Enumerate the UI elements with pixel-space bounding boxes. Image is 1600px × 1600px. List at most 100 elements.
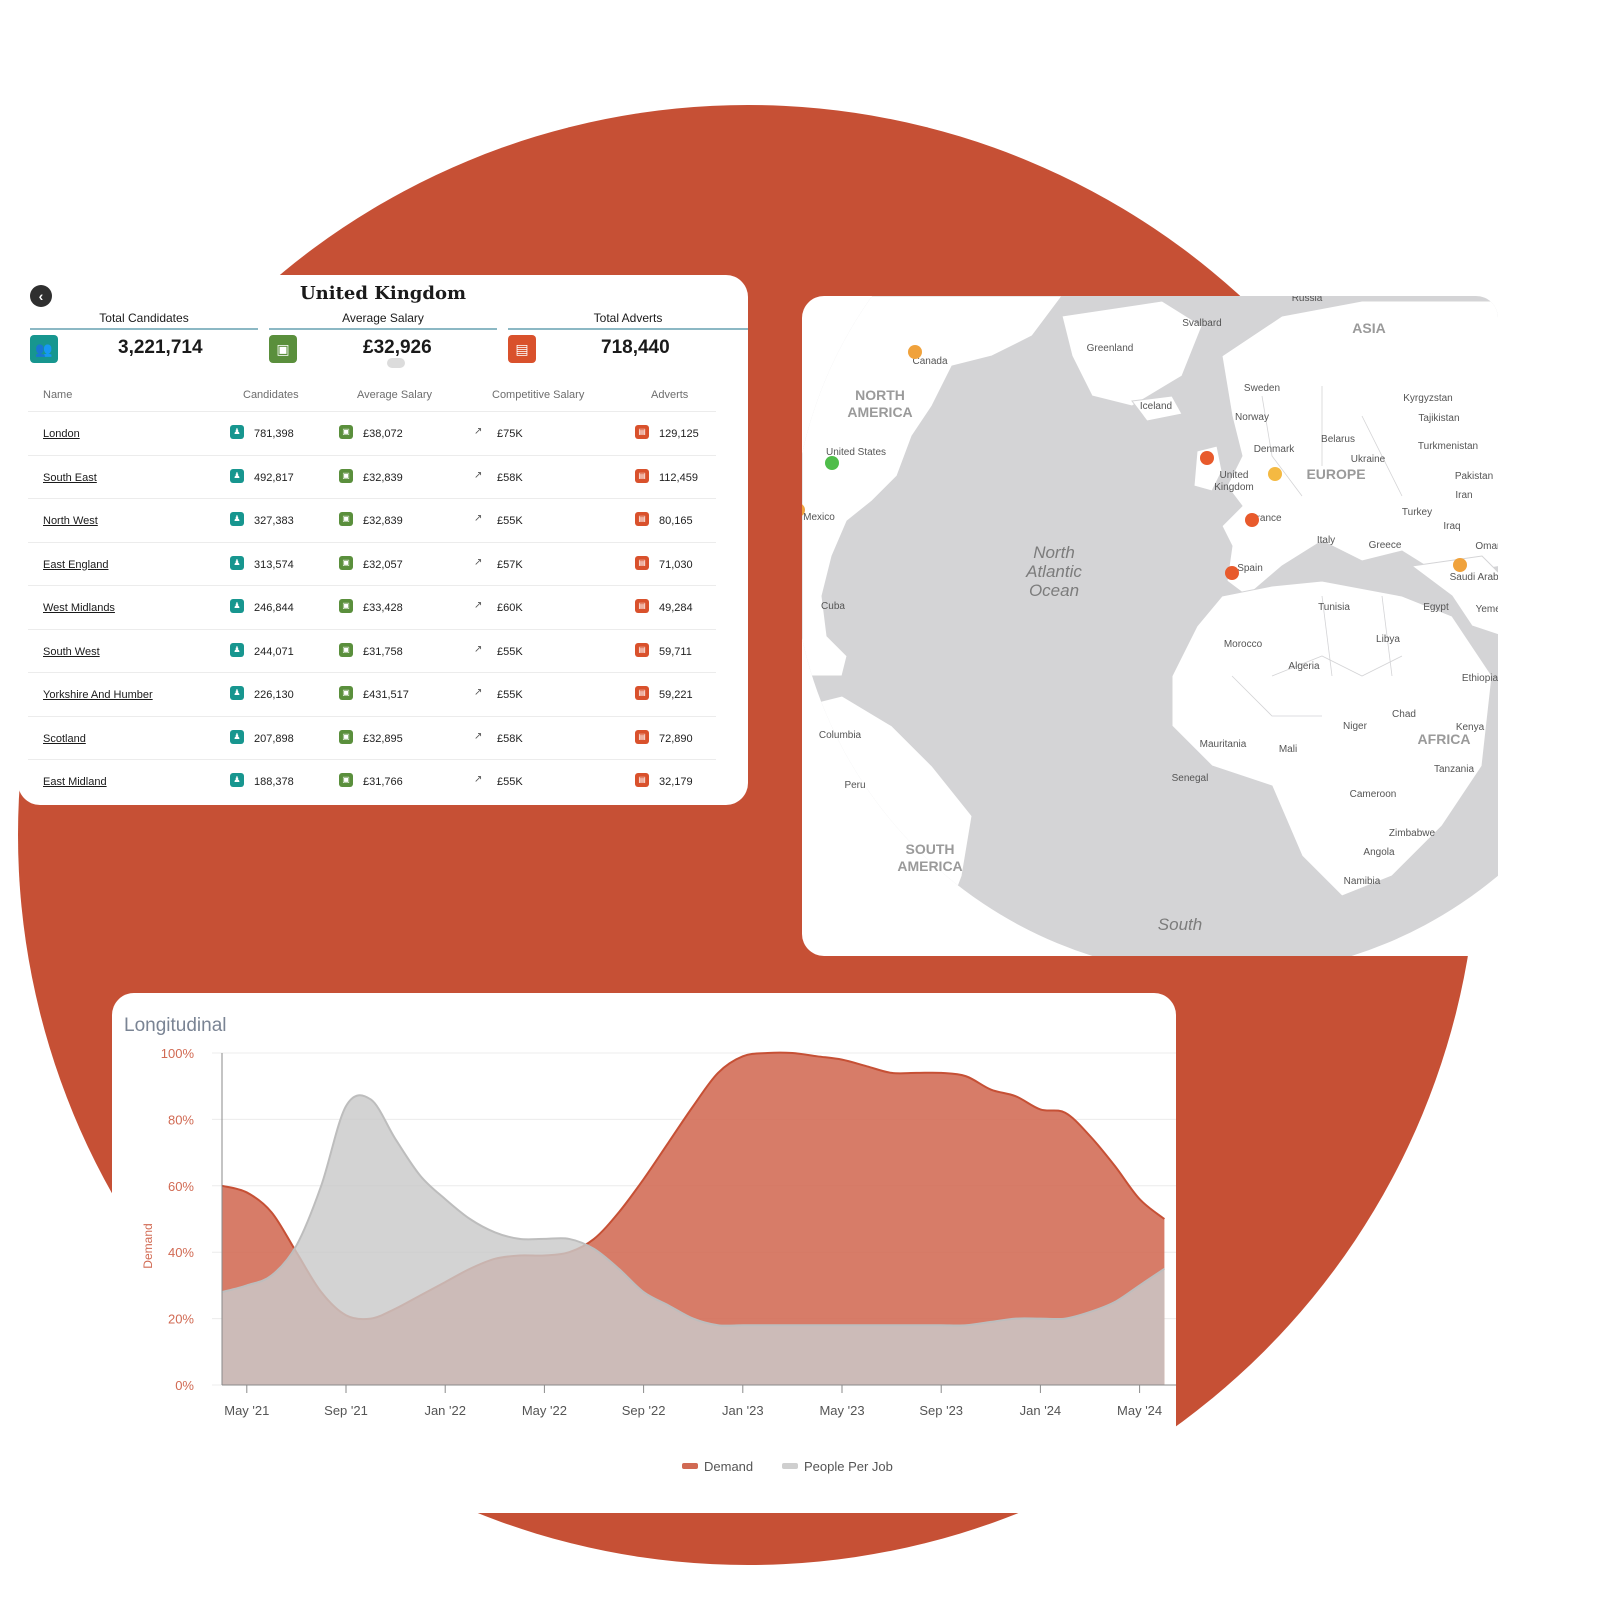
users-icon: ♟ xyxy=(230,555,244,570)
users-icon: ♟ xyxy=(230,599,244,613)
column-header-name[interactable]: Name xyxy=(43,389,73,401)
map-region-label: SOUTH AMERICA xyxy=(897,841,962,874)
table-row[interactable]: London ♟ 781,398 ▣ £38,072 ↗ £75K ▤ 129,125 xyxy=(28,411,716,455)
x-tick-label: Sep '22 xyxy=(622,1403,666,1418)
adverts-value: 72,890 xyxy=(659,732,693,745)
map-region-label: ASIA xyxy=(1352,320,1385,336)
column-header-average-salary[interactable]: Average Salary xyxy=(357,389,433,401)
map-country-label: Tanzania xyxy=(1434,764,1474,775)
adverts-value: 71,030 xyxy=(659,558,693,571)
kpi-label: Total Candidates xyxy=(99,311,189,325)
competitive-salary-value: £55K xyxy=(497,689,523,701)
newspaper-icon: ▤ xyxy=(635,425,649,439)
map-country-label: Svalbard xyxy=(1182,318,1221,329)
kpi-value: 3,221,714 xyxy=(118,337,203,358)
kpi-divider xyxy=(30,328,258,330)
average-salary-value: £38,072 xyxy=(363,428,403,440)
kpi-average-salary: Average Salary ▣ £32,926 xyxy=(269,311,497,371)
map-country-label: Sweden xyxy=(1244,383,1280,394)
table-row[interactable]: South East ♟ 492,817 ▣ £32,839 ↗ £58K ▤ 112,459 xyxy=(28,454,716,499)
legend-swatch xyxy=(782,1463,798,1469)
banknote-icon: ▣ xyxy=(339,425,353,439)
average-salary-value: £32,839 xyxy=(363,515,403,527)
column-header-competitive-salary[interactable]: Competitive Salary xyxy=(492,389,585,401)
map-marker-spain[interactable] xyxy=(1225,566,1239,580)
table-row[interactable]: West Midlands ♟ 246,844 ▣ £33,428 ↗ £60K ▤ 49,28… xyxy=(28,585,716,629)
banknote-icon: ▣ xyxy=(339,599,353,613)
region-name-link[interactable]: East England xyxy=(43,558,109,571)
map-country-label: Tajikistan xyxy=(1418,413,1459,424)
map-country-label: Egypt xyxy=(1423,602,1449,613)
region-name-link[interactable]: West Midlands xyxy=(43,602,115,614)
adverts-value: 59,221 xyxy=(659,689,693,701)
x-tick-label: Jan '24 xyxy=(1020,1403,1062,1418)
region-name-link[interactable]: South East xyxy=(43,471,97,484)
banknote-icon: ▣ xyxy=(339,642,353,657)
region-name-link[interactable]: Scotland xyxy=(43,732,86,745)
chart-canvas: Longitudinal Demand 0% 20% 40% 60% 80% 100% M… xyxy=(124,1015,1176,1474)
table-row[interactable]: Yorkshire And Humber ♟ 226,130 ▣ £431,517 ↗ £5… xyxy=(28,672,716,716)
map-marker-mexico[interactable] xyxy=(802,503,805,517)
average-salary-value: £31,758 xyxy=(363,645,403,658)
y-tick-label: 0% xyxy=(175,1378,194,1393)
map-ocean-label: North Atlantic Ocean xyxy=(1025,543,1082,600)
map-marker-canada[interactable] xyxy=(908,345,922,359)
map-marker-united-kingdom[interactable] xyxy=(1200,451,1214,465)
table-row[interactable]: East England ♟ 313,574 ▣ £32,057 ↗ £57K ▤ 71,030 xyxy=(28,541,716,586)
x-tick-label: May '21 xyxy=(224,1403,269,1418)
legend-label-demand[interactable]: Demand xyxy=(704,1459,753,1474)
map-country-label: Greece xyxy=(1369,540,1402,551)
column-header-candidates[interactable]: Candidates xyxy=(243,389,299,401)
line-people-per-job xyxy=(221,1094,1165,1327)
salary-toggle[interactable] xyxy=(387,358,405,368)
map-country-label: Belarus xyxy=(1321,434,1355,445)
column-header-adverts[interactable]: Adverts xyxy=(651,389,689,401)
map-country-label: Cameroon xyxy=(1350,789,1397,800)
banknote-icon: ▣ xyxy=(339,773,353,787)
region-name-link[interactable]: London xyxy=(43,428,80,440)
region-name-link[interactable]: South West xyxy=(43,645,100,658)
map-marker-france[interactable] xyxy=(1245,513,1259,527)
users-icon: ♟ xyxy=(230,773,244,787)
table-row[interactable]: Scotland ♟ 207,898 ▣ £32,895 ↗ £58K ▤ 72,890 xyxy=(28,715,716,760)
region-name-link[interactable]: Yorkshire And Humber xyxy=(43,689,153,701)
map-country-label: Spain xyxy=(1237,563,1263,574)
map-country-label: Namibia xyxy=(1344,876,1381,887)
region-name-link[interactable]: North West xyxy=(43,515,98,527)
users-icon: ♟ xyxy=(230,512,244,526)
map-country-label: Cuba xyxy=(821,601,845,612)
candidates-value: 492,817 xyxy=(254,471,294,484)
map-marker-germany[interactable] xyxy=(1268,467,1282,481)
competitive-salary-value: £75K xyxy=(497,428,523,440)
map-country-label: Mauritania xyxy=(1200,739,1247,750)
adverts-value: 59,711 xyxy=(659,645,692,658)
map-country-label: Iran xyxy=(1455,490,1472,501)
x-tick-label: May '23 xyxy=(819,1403,864,1418)
panel-title: United Kingdom xyxy=(299,283,467,304)
region-table-panel: ‹ United Kingdom Total Candidates 👥 3,22… xyxy=(18,275,748,805)
adverts-value: 112,459 xyxy=(659,471,698,484)
table-row[interactable]: East Midland ♟ 188,378 ▣ £31,766 ↗ £55K ▤ 32,179 xyxy=(28,759,716,803)
map-country-label: Canada xyxy=(912,356,947,367)
map-country-label: United States xyxy=(826,447,886,458)
candidates-value: 244,071 xyxy=(254,645,294,658)
competitive-salary-value: £55K xyxy=(497,776,523,788)
table-row[interactable]: North West ♟ 327,383 ▣ £32,839 ↗ £55K ▤ 80,165 xyxy=(28,498,716,542)
trend-up-icon: ↗ xyxy=(474,774,483,785)
area-people-per-job[interactable] xyxy=(222,1095,1165,1385)
y-tick-label: 60% xyxy=(168,1179,194,1194)
table-row[interactable]: South West ♟ 244,071 ▣ £31,758 ↗ £55K ▤ 59,711 xyxy=(28,628,716,673)
region-name-link[interactable]: East Midland xyxy=(43,776,107,788)
map-country-label: Columbia xyxy=(819,730,862,741)
newspaper-icon: ▤ xyxy=(635,729,649,744)
back-button[interactable]: ‹ xyxy=(30,285,52,307)
candidates-value: 207,898 xyxy=(254,732,294,745)
map-marker-united-states[interactable] xyxy=(825,456,839,470)
average-salary-value: £31,766 xyxy=(363,776,403,788)
adverts-value: 32,179 xyxy=(659,776,693,788)
kpi-total-candidates: Total Candidates 👥 3,221,714 xyxy=(30,311,258,371)
longitudinal-chart-panel: Longitudinal Demand 0% 20% 40% 60% 80% 100% M… xyxy=(112,993,1176,1513)
kpi-value: £32,926 xyxy=(363,337,432,358)
map-marker-saudi-arabia[interactable] xyxy=(1453,558,1467,572)
legend-label-people-per-job[interactable]: People Per Job xyxy=(804,1459,893,1474)
